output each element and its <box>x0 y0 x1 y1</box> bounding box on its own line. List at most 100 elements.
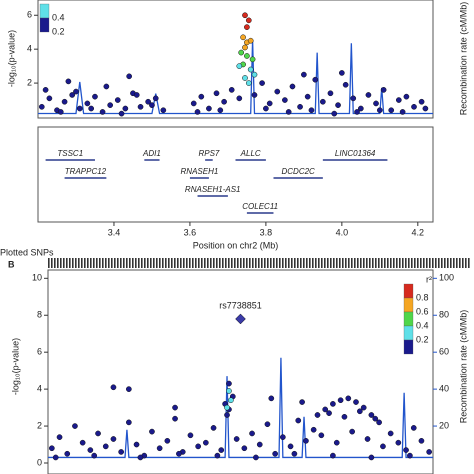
snp-point <box>87 447 94 453</box>
snp-point <box>353 399 359 405</box>
snp-point <box>345 395 352 402</box>
snp-point <box>399 109 406 115</box>
snp-point <box>152 95 159 102</box>
snp-point <box>388 107 395 114</box>
gene-label: COLEC11 <box>242 202 278 211</box>
snp-point <box>217 107 224 114</box>
snp-point <box>264 421 271 428</box>
track-label: Plotted SNPs <box>0 247 54 257</box>
snp-point <box>245 80 252 86</box>
panel-label: B <box>8 259 15 269</box>
legend-swatch <box>39 3 50 19</box>
snp-point <box>387 430 394 437</box>
snp-point <box>259 80 265 86</box>
snp-point <box>376 419 382 426</box>
snp-point <box>126 73 133 80</box>
plot-frame <box>47 269 434 474</box>
snp-point <box>303 437 309 444</box>
snp-point <box>218 447 225 453</box>
snp-point <box>118 449 125 455</box>
snp-point <box>64 450 71 457</box>
snp-point <box>133 92 140 98</box>
snp-point <box>357 408 363 415</box>
y-tick-label: 2 <box>37 420 42 430</box>
snp-point <box>364 436 371 442</box>
snp-point <box>299 399 305 405</box>
snp-point <box>289 83 296 90</box>
legend-swatch <box>39 17 50 33</box>
snp-point <box>38 103 45 110</box>
snp-point <box>61 98 68 105</box>
snp-point <box>333 439 340 446</box>
snp-point <box>242 44 248 51</box>
snp-point <box>110 436 117 442</box>
y-tick-label: 6 <box>27 10 32 20</box>
gene-label: RNASEH1-AS1 <box>185 185 241 194</box>
snp-point <box>156 445 163 452</box>
snp-point <box>360 404 367 411</box>
snp-point <box>318 432 325 439</box>
snp-point <box>244 53 250 59</box>
snp-point <box>118 110 125 117</box>
snp-point <box>350 95 357 102</box>
legend-label: 0.8 <box>416 292 429 302</box>
snp-point <box>301 71 307 78</box>
snp-point <box>365 92 372 98</box>
y-tick-label: 10 <box>32 273 42 283</box>
snp-point <box>322 406 329 413</box>
snp-point <box>203 439 209 446</box>
snp-point <box>224 404 230 411</box>
snp-point <box>238 49 245 56</box>
snp-point <box>373 100 379 107</box>
legend-swatch <box>403 325 414 341</box>
x-tick-label: 3.4 <box>108 227 121 237</box>
snp-point <box>274 88 281 95</box>
gene-label: RPS7 <box>198 149 219 158</box>
y2-tick-label: 100 <box>439 273 454 283</box>
snp-point <box>247 37 254 44</box>
snp-point <box>380 443 386 450</box>
snp-point <box>56 434 63 440</box>
snp-point <box>164 437 171 444</box>
recombination-line <box>48 357 433 459</box>
legend-swatch <box>403 339 414 355</box>
snp-point <box>327 90 334 97</box>
snp-point <box>280 434 286 440</box>
snp-point <box>114 97 121 103</box>
snp-point <box>312 76 319 83</box>
snp-point <box>195 443 201 450</box>
snp-point <box>149 428 155 435</box>
snp-point <box>126 419 132 426</box>
snp-point <box>380 87 387 93</box>
snp-point <box>410 425 417 431</box>
snp-point <box>422 105 429 112</box>
y2-axis-label: Recombination rate (cM/Mb) <box>458 2 468 116</box>
snp-point <box>224 412 230 418</box>
snp-point <box>137 454 144 461</box>
snp-point <box>251 71 258 78</box>
snp-point <box>304 93 311 100</box>
snp-point <box>331 110 338 117</box>
snp-point <box>198 93 205 100</box>
snp-point <box>110 384 117 391</box>
y2-tick-label: 80 <box>439 310 449 320</box>
legend-swatch <box>403 283 414 299</box>
snp-point <box>295 417 302 424</box>
y-tick-label: 8 <box>37 310 42 320</box>
snp-point <box>76 105 83 112</box>
gene-label: TSSC1 <box>57 149 83 158</box>
snp-point <box>92 93 98 100</box>
snp-point <box>236 95 243 102</box>
snp-point <box>357 105 364 112</box>
snp-point <box>426 449 432 455</box>
legend-swatch <box>403 311 414 327</box>
snp-point <box>122 105 129 112</box>
snp-point <box>221 98 227 105</box>
snp-point <box>256 441 263 448</box>
legend-label: 0.4 <box>416 320 429 330</box>
snp-point <box>240 34 246 41</box>
annotation-label: rs7738851 <box>219 300 262 310</box>
snp-point <box>73 88 79 95</box>
snp-point <box>236 63 243 69</box>
snp-point <box>354 109 360 115</box>
